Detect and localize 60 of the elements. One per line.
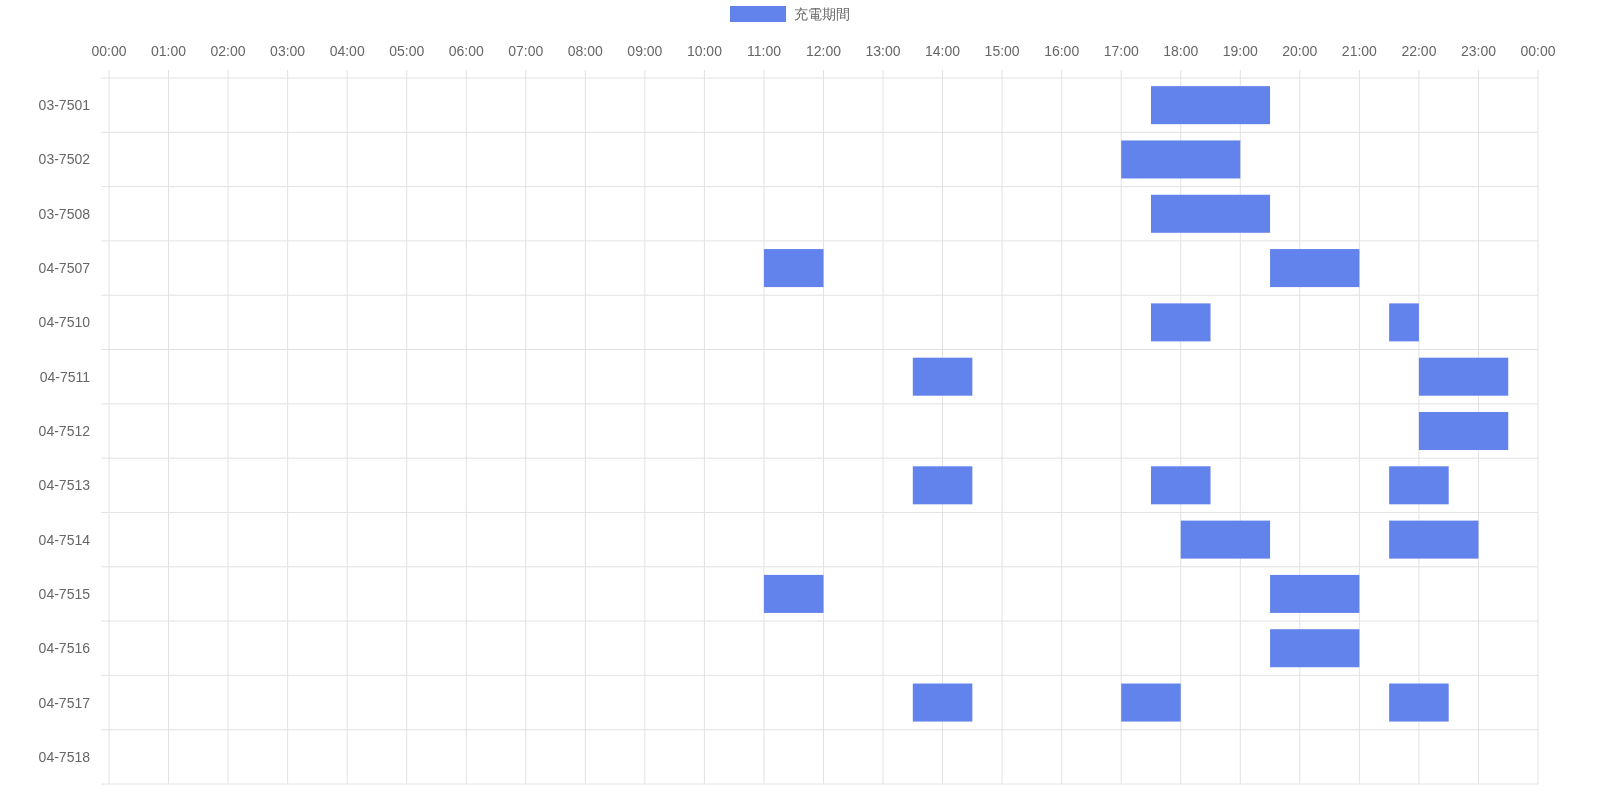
- y-tick-label: 04-7518: [38, 748, 91, 765]
- bar: [763, 249, 824, 288]
- x-tick-label: 00:00: [1520, 43, 1556, 59]
- y-tick-label: 04-7507: [38, 260, 91, 277]
- bar: [1121, 140, 1241, 179]
- y-tick-label: 03-7508: [38, 205, 91, 222]
- y-tick-label: 03-7501: [38, 97, 91, 114]
- y-tick-label: 04-7516: [38, 640, 91, 657]
- bar: [1150, 194, 1271, 233]
- x-tick-label: 07:00: [508, 43, 544, 59]
- x-tick-label: 22:00: [1401, 43, 1437, 59]
- x-tick-label: 06:00: [448, 43, 484, 59]
- bar: [1270, 249, 1360, 288]
- x-tick-label: 09:00: [627, 43, 663, 59]
- x-tick-label: 00:00: [91, 43, 127, 59]
- x-tick-label: 03:00: [270, 43, 306, 59]
- bar: [763, 574, 824, 613]
- y-tick-label: 04-7512: [38, 423, 91, 439]
- bar: [1180, 520, 1271, 559]
- x-tick-label: 08:00: [567, 43, 604, 59]
- bar: [1418, 357, 1509, 396]
- bar: [1121, 683, 1181, 722]
- bar: [1150, 466, 1211, 505]
- bar: [1150, 303, 1211, 342]
- x-tick-label: 11:00: [746, 43, 782, 59]
- x-tick-label: 05:00: [389, 43, 425, 59]
- bar: [1389, 466, 1449, 505]
- x-tick-label: 20:00: [1282, 43, 1318, 59]
- bar: [1389, 520, 1479, 559]
- y-tick-label: 04-7513: [38, 477, 91, 494]
- y-tick-label: 04-7511: [39, 368, 91, 385]
- x-tick-label: 17:00: [1103, 43, 1139, 59]
- legend-label: 充電期間: [794, 6, 850, 22]
- y-tick-label: 04-7517: [38, 694, 91, 711]
- y-tick-label: 04-7514: [38, 531, 91, 548]
- x-tick-label: 14:00: [925, 43, 961, 59]
- bar: [1418, 411, 1509, 451]
- x-tick-label: 19:00: [1222, 43, 1259, 59]
- x-tick-label: 01:00: [151, 43, 187, 59]
- bar: [1389, 683, 1449, 722]
- bar: [1270, 574, 1360, 613]
- y-tick-label: 03-7502: [38, 151, 91, 168]
- bar: [912, 683, 973, 722]
- bar: [912, 466, 973, 505]
- y-tick-label: 04-7515: [38, 585, 91, 602]
- x-tick-label: 16:00: [1044, 43, 1080, 59]
- x-tick-label: 04:00: [329, 43, 365, 59]
- bar: [1150, 86, 1271, 125]
- bar: [912, 357, 973, 396]
- bar: [1389, 303, 1419, 342]
- x-tick-label: 18:00: [1163, 43, 1199, 59]
- y-tick-label: 04-7510: [38, 314, 91, 331]
- x-tick-label: 12:00: [805, 43, 842, 59]
- bar: [1270, 629, 1360, 668]
- x-tick-label: 21:00: [1341, 43, 1378, 59]
- x-tick-label: 10:00: [686, 43, 723, 59]
- x-tick-label: 13:00: [865, 43, 901, 59]
- x-tick-label: 23:00: [1460, 43, 1497, 59]
- x-tick-label: 15:00: [984, 43, 1020, 59]
- x-tick-label: 02:00: [210, 43, 246, 59]
